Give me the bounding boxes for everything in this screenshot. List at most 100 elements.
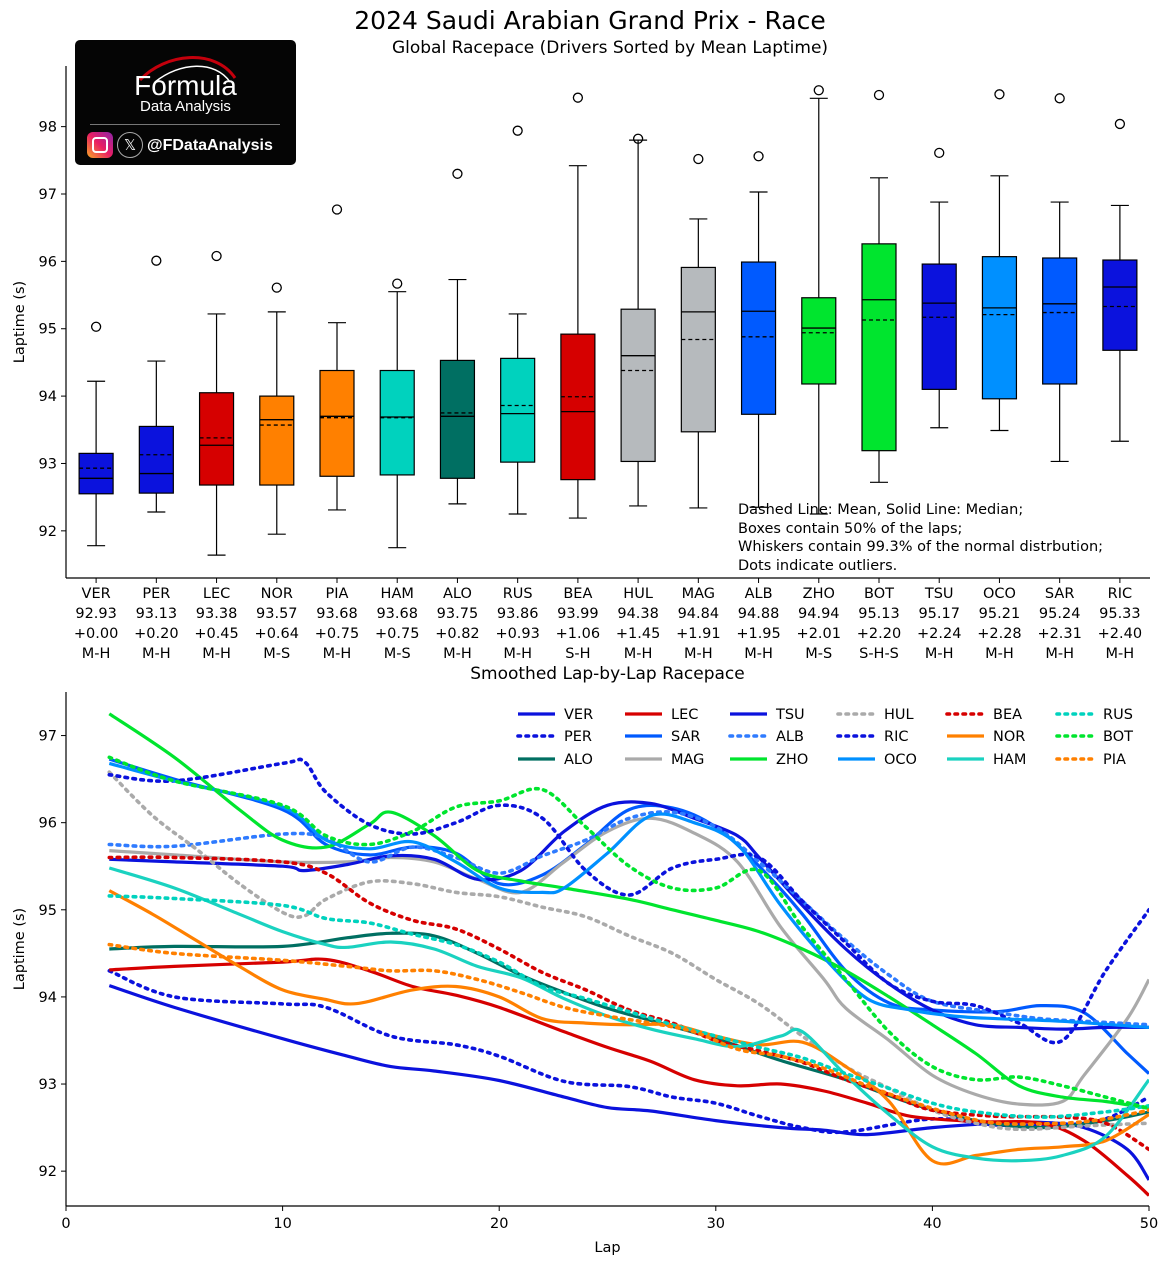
gap-label: +1.06 — [556, 626, 600, 642]
gap-label: +0.20 — [134, 626, 178, 642]
iqr-box — [861, 243, 897, 452]
box-pia — [319, 204, 355, 511]
driver-label: MAG — [682, 586, 715, 602]
logo-divider — [90, 124, 280, 125]
outlier-dot — [151, 255, 162, 266]
iqr-box — [1102, 259, 1138, 351]
outlier-dot — [1054, 93, 1065, 104]
legend-label-ham: HAM — [993, 752, 1026, 768]
line-legend: VER PER ALO LEC SAR MAG TSU ALB ZHO HUL RIC OCO BEA N… — [516, 707, 1133, 768]
mean-time-label: 93.68 — [316, 606, 358, 622]
x-tick-label: 10 — [273, 1216, 291, 1232]
tyre-strategy-label: M-H — [443, 646, 472, 662]
gap-label: +0.45 — [194, 626, 238, 642]
x-tick-label: 20 — [490, 1216, 508, 1232]
driver-label: HUL — [623, 586, 653, 602]
y-axis-label: Laptime (s) — [12, 281, 28, 363]
box-ric — [1102, 118, 1138, 442]
box-mag — [680, 153, 716, 509]
box-ver — [78, 321, 114, 547]
box-tsu — [921, 147, 957, 429]
legend-label-mag: MAG — [671, 752, 704, 768]
iqr-box — [78, 452, 114, 495]
tyre-strategy-label: M-H — [1045, 646, 1074, 662]
mean-time-label: 95.24 — [1039, 606, 1081, 622]
y-tick-label: 98 — [39, 120, 57, 136]
gap-label: +0.93 — [495, 626, 539, 642]
legend-label-ric: RIC — [884, 729, 908, 745]
box-bea — [560, 92, 596, 519]
box-hul — [620, 133, 656, 507]
tyre-strategy-label: M-S — [384, 646, 411, 662]
tyre-strategy-label: M-S — [263, 646, 290, 662]
y-tick-label: 97 — [39, 187, 57, 203]
series-line-oco — [108, 761, 1149, 1029]
outlier-dot — [90, 321, 102, 332]
mean-time-label: 93.75 — [437, 606, 479, 622]
outlier-dot — [813, 85, 824, 96]
box-chart: 92 93 94 95 96 97 98 Laptime (s) VER 92.93 +0.00 M-… — [12, 66, 1150, 662]
iqr-box — [500, 357, 536, 463]
outlier-dot — [392, 278, 403, 289]
gap-label: +2.40 — [1098, 626, 1142, 642]
mean-time-label: 93.68 — [376, 606, 418, 622]
gap-label: +2.28 — [977, 626, 1021, 642]
tyre-strategy-label: M-H — [82, 646, 111, 662]
driver-label: BEA — [563, 586, 592, 602]
driver-label: PIA — [326, 586, 349, 602]
tyre-strategy-label: M-H — [323, 646, 352, 662]
tyre-strategy-label: M-H — [684, 646, 713, 662]
legend-label-ver: VER — [564, 707, 593, 723]
series-line-zho — [108, 712, 1149, 1110]
annotation-line: Dashed Line: Mean, Solid Line: Median; — [738, 502, 1024, 518]
y-tick-label: 95 — [39, 903, 57, 919]
legend-label-per: PER — [564, 729, 592, 745]
gap-label: +0.75 — [375, 626, 419, 642]
driver-label: BOT — [864, 586, 894, 602]
outlier-dot — [753, 151, 764, 162]
gap-label: +1.45 — [616, 626, 660, 642]
gap-label: +1.95 — [736, 626, 780, 642]
box-sar — [1042, 93, 1078, 463]
tyre-strategy-label: M-H — [925, 646, 954, 662]
outlier-dot — [211, 250, 222, 262]
y-tick-label: 97 — [39, 729, 57, 745]
legend-label-tsu: TSU — [775, 707, 805, 723]
legend-annotation: Dashed Line: Mean, Solid Line: Median; Bo… — [738, 501, 1103, 575]
tyre-strategy-label: M-H — [744, 646, 773, 662]
tyre-strategy-label: M-H — [985, 646, 1014, 662]
iqr-box — [319, 369, 355, 477]
driver-label: ALO — [443, 586, 472, 602]
driver-label: ALB — [745, 586, 773, 602]
outlier-dot — [512, 125, 523, 136]
legend-label-alb: ALB — [776, 729, 804, 745]
mean-time-label: 95.21 — [979, 606, 1021, 622]
tyre-strategy-label: M-H — [503, 646, 532, 662]
mean-time-label: 95.13 — [858, 606, 900, 622]
driver-label: SAR — [1045, 586, 1074, 602]
tyre-strategy-label: S-H — [565, 646, 590, 662]
chart-title: 2024 Saudi Arabian Grand Prix - Race — [354, 6, 826, 35]
line-chart: 92 93 94 95 96 97 0 10 20 30 40 50 Lap Laptime (s) VER… — [12, 692, 1158, 1256]
x-axis-label: Lap — [594, 1240, 620, 1256]
chart-subtitle: Global Racepace (Drivers Sorted by Mean … — [391, 38, 829, 58]
y-tick-label: 94 — [39, 389, 57, 405]
gap-label: +0.75 — [315, 626, 359, 642]
box-oco — [981, 89, 1018, 432]
box-nor — [259, 282, 295, 535]
box-zho — [801, 85, 837, 515]
iqr-box — [740, 261, 777, 415]
outlier-dot — [693, 153, 704, 165]
legend-label-oco: OCO — [884, 752, 917, 768]
driver-label: VER — [82, 586, 111, 602]
tyre-strategy-label: M-H — [202, 646, 231, 662]
mean-time-label: 95.17 — [918, 606, 960, 622]
x-tick-label: 0 — [61, 1216, 70, 1232]
mean-time-label: 92.93 — [75, 606, 117, 622]
box-bot — [861, 89, 897, 483]
iqr-box — [981, 256, 1018, 400]
iqr-box — [439, 359, 476, 479]
legend-label-hul: HUL — [884, 707, 914, 723]
mean-time-label: 94.88 — [738, 606, 780, 622]
x-logo-icon: 𝕏 — [117, 132, 143, 158]
